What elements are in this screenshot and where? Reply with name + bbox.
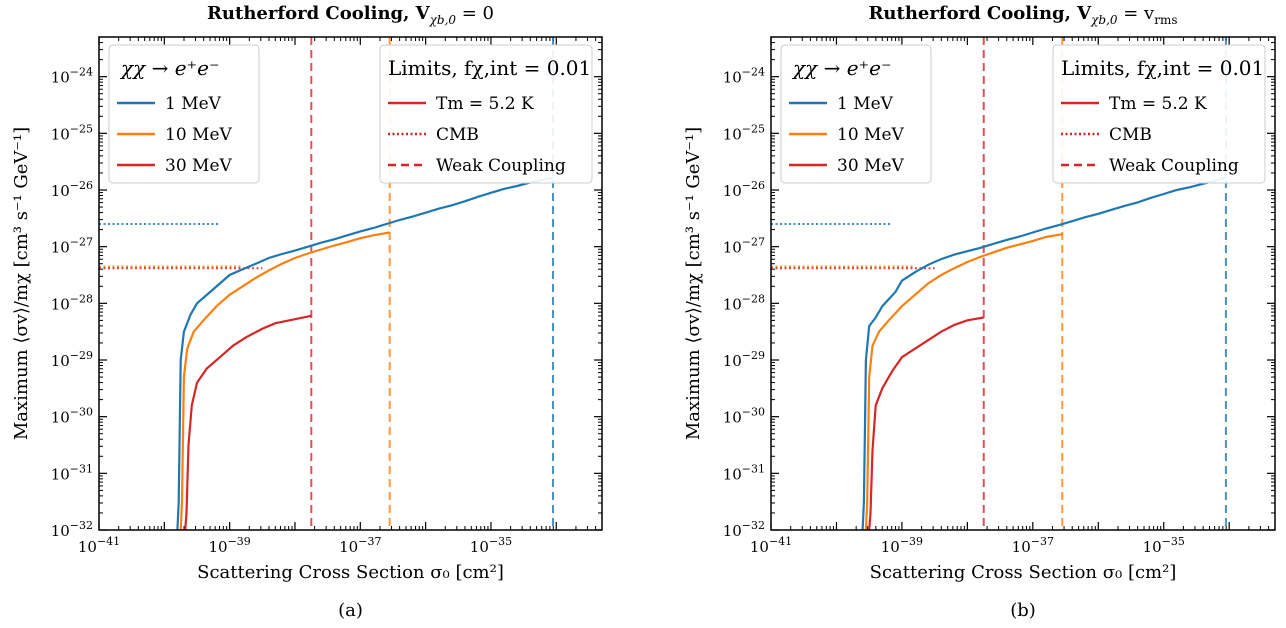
x-axis-label: Scattering Cross Section σ₀ [cm²] [870, 562, 1177, 583]
panel-caption: (a) [338, 600, 363, 621]
plot-area [771, 37, 1227, 530]
x-tick-label: 10−37 [1012, 535, 1054, 556]
legend-right-label: CMB [1109, 125, 1152, 145]
y-tick-label: 10−26 [723, 179, 765, 200]
y-tick-label: 10−31 [51, 462, 93, 483]
y-tick-label: 10−29 [723, 349, 765, 370]
series-10-mev [179, 231, 390, 530]
legend-right-label: Weak Coupling [436, 156, 566, 176]
y-tick-label: 10−32 [51, 519, 93, 540]
legend-right-label: CMB [436, 125, 479, 145]
x-tick-label: 10−39 [208, 535, 250, 556]
x-axis-label: Scattering Cross Section σ₀ [cm²] [197, 562, 504, 583]
series-30-mev [868, 316, 984, 530]
legend-right-box [379, 44, 593, 184]
y-tick-label: 10−32 [723, 519, 765, 540]
legend-left-label: 1 MeV [165, 94, 222, 114]
legend-right-label: Weak Coupling [1109, 156, 1239, 176]
plot-frame [98, 36, 603, 531]
panel-caption: (b) [1010, 600, 1036, 621]
chart-title: Rutherford Cooling, Vχb,0 = vrms [868, 3, 1177, 27]
series-10-mev [864, 233, 1063, 530]
x-tick-label: 10−39 [881, 535, 923, 556]
legend-left-box [780, 44, 932, 184]
y-axis-label: Maximum ⟨σv⟩/mχ [cm³ s⁻¹ GeV⁻¹] [683, 127, 704, 440]
x-tick-label: 10−37 [339, 535, 381, 556]
y-tick-label: 10−27 [723, 236, 765, 257]
legend-left-label: 10 MeV [165, 125, 233, 145]
x-tick-label: 10−35 [470, 535, 512, 556]
y-tick-label: 10−24 [723, 66, 765, 87]
legend-right-box [1052, 44, 1266, 184]
y-tick-label: 10−28 [723, 292, 765, 313]
legend-left-label: 30 MeV [165, 156, 233, 176]
y-tick-label: 10−26 [51, 179, 93, 200]
legend-left-label: 10 MeV [837, 125, 905, 145]
y-tick-label: 10−25 [51, 122, 93, 143]
legend-right-label: Tm = 5.2 K [1109, 94, 1207, 114]
y-tick-label: 10−29 [51, 349, 93, 370]
legend-left-label: 30 MeV [837, 156, 905, 176]
legend-right-title: Limits, fχ,int = 0.01 [1061, 56, 1264, 80]
y-tick-label: 10−27 [51, 236, 93, 257]
x-tick-label: 10−41 [78, 535, 120, 556]
x-tick-label: 10−41 [750, 535, 792, 556]
y-tick-label: 10−30 [51, 406, 93, 427]
plot-frame [770, 36, 1276, 531]
y-tick-label: 10−30 [723, 406, 765, 427]
legend-right-label: Tm = 5.2 K [436, 94, 534, 114]
y-tick-label: 10−31 [723, 462, 765, 483]
series-1-mev [176, 176, 554, 530]
y-axis-label: Maximum ⟨σv⟩/mχ [cm³ s⁻¹ GeV⁻¹] [11, 127, 32, 440]
y-tick-label: 10−24 [51, 66, 93, 87]
y-tick-label: 10−25 [723, 122, 765, 143]
legend-left-title: χχ → e⁺e⁻ [119, 56, 220, 80]
chart-title: Rutherford Cooling, Vχb,0 = 0 [207, 3, 494, 27]
series-1-mev [861, 176, 1227, 530]
legend-left-label: 1 MeV [837, 94, 894, 114]
legend-right-title: Limits, fχ,int = 0.01 [388, 56, 591, 80]
x-tick-label: 10−35 [1143, 535, 1185, 556]
y-tick-label: 10−28 [51, 292, 93, 313]
chart-panel-a: Rutherford Cooling, Vχb,0 = 0 10−41 10−39 1… [11, 3, 603, 621]
series-30-mev [184, 314, 312, 530]
legend-left-box [108, 44, 260, 184]
legend-left-title: χχ → e⁺e⁻ [791, 56, 892, 80]
